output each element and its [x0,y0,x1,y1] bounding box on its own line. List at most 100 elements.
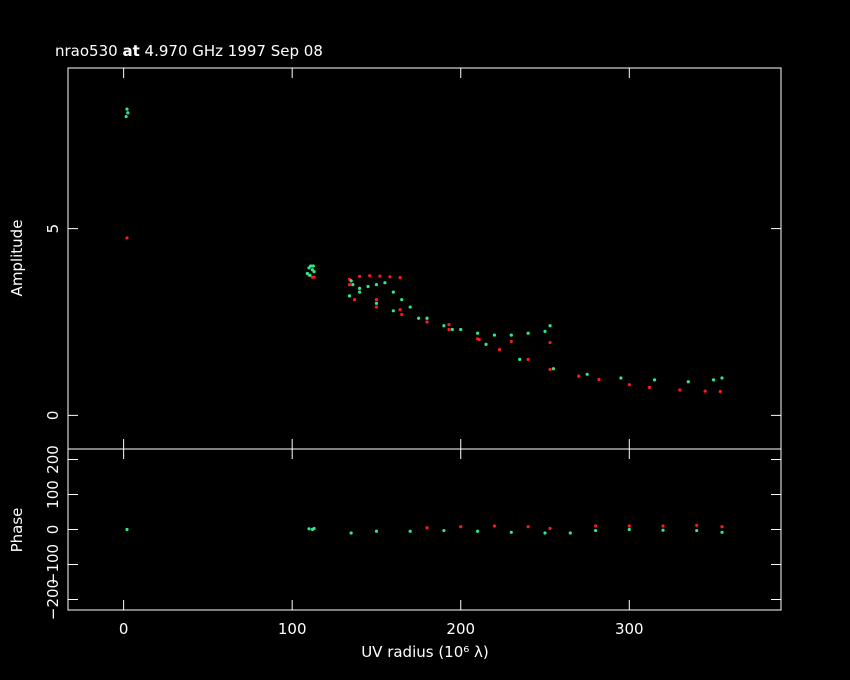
data-point [388,275,392,279]
data-point [378,274,382,278]
data-point [475,331,480,335]
data-point [686,380,690,384]
data-point [417,316,421,320]
data-point [652,378,657,382]
data-point [509,333,513,337]
data-point [627,524,631,528]
y-tick-label: −200 [44,579,62,620]
title-at: at [122,42,139,60]
y-tick-label: 200 [44,445,62,474]
data-point [543,531,547,535]
x-tick-label: 100 [278,620,307,638]
data-point [308,273,312,277]
data-point [593,524,598,528]
data-point [703,389,707,393]
data-point [627,527,631,532]
data-point [374,305,379,309]
x-tick-label: 0 [119,620,129,638]
data-point [125,527,129,532]
data-point [349,531,353,535]
data-point [720,530,724,534]
data-point [425,320,429,324]
data-point [548,367,552,372]
data-point [425,316,429,320]
data-point [585,372,589,376]
data-point [627,383,631,387]
data-point [695,528,699,533]
data-point [551,367,556,371]
data-point [526,525,530,529]
data-point [577,374,581,378]
data-point [398,275,402,280]
data-point [400,312,404,317]
data-point [497,348,502,352]
data-point [351,283,355,287]
data-point [391,309,395,313]
y-tick-label: 0 [44,411,62,421]
data-point [311,264,315,268]
y-axis-label: Amplitude [8,220,26,297]
data-point [475,337,480,341]
data-point [509,339,513,344]
data-point [459,327,463,332]
data-point [526,331,530,335]
data-point [647,385,652,389]
data-point [408,529,412,533]
data-point [125,107,129,111]
y-tick-label: 100 [44,480,62,509]
data-point [408,305,412,309]
title-source: nrao530 [55,42,118,60]
data-point [126,111,130,115]
data-point [548,526,552,531]
y-tick-label: −100 [44,544,62,585]
amplitude-frame [67,67,782,450]
y-tick-label: 5 [44,224,62,234]
x-tick-label: 200 [446,620,475,638]
data-point [347,283,352,287]
x-axis-label: UV radius (10⁶ λ) [361,643,489,661]
data-point [391,290,395,294]
data-point [475,529,480,533]
data-point [349,279,353,283]
data-point [459,525,463,529]
data-point [548,340,552,345]
data-point [597,377,601,382]
chart-title: nrao530 at 4.970 GHz 1997 Sep 08 [55,42,323,60]
data-point [450,327,454,332]
y-axis-label: Phase [8,508,26,553]
data-point [619,376,623,380]
data-point [492,333,497,337]
data-point [718,389,722,394]
data-point [125,236,129,240]
data-point [352,297,357,302]
data-point [383,281,387,285]
data-point [484,342,488,347]
data-point [720,525,724,529]
data-point [711,378,716,382]
data-point [543,329,547,333]
data-point [124,114,128,119]
data-point [492,524,497,528]
data-point [358,290,362,294]
data-point [695,523,699,527]
data-point [312,275,316,279]
data-point [309,264,313,268]
data-point [442,324,446,328]
data-point [548,324,552,328]
phase-frame [67,448,782,611]
data-point [374,301,379,305]
y-tick-label: 0 [44,525,62,535]
data-point [447,323,451,327]
data-point [593,528,598,533]
data-point [358,274,362,279]
data-point [398,308,402,312]
data-point [347,294,352,298]
x-tick-label: 300 [615,620,644,638]
data-point [307,527,311,531]
data-point [312,269,316,274]
data-point [661,528,665,532]
data-point [518,357,522,361]
data-point [305,271,309,276]
data-point [661,524,665,528]
